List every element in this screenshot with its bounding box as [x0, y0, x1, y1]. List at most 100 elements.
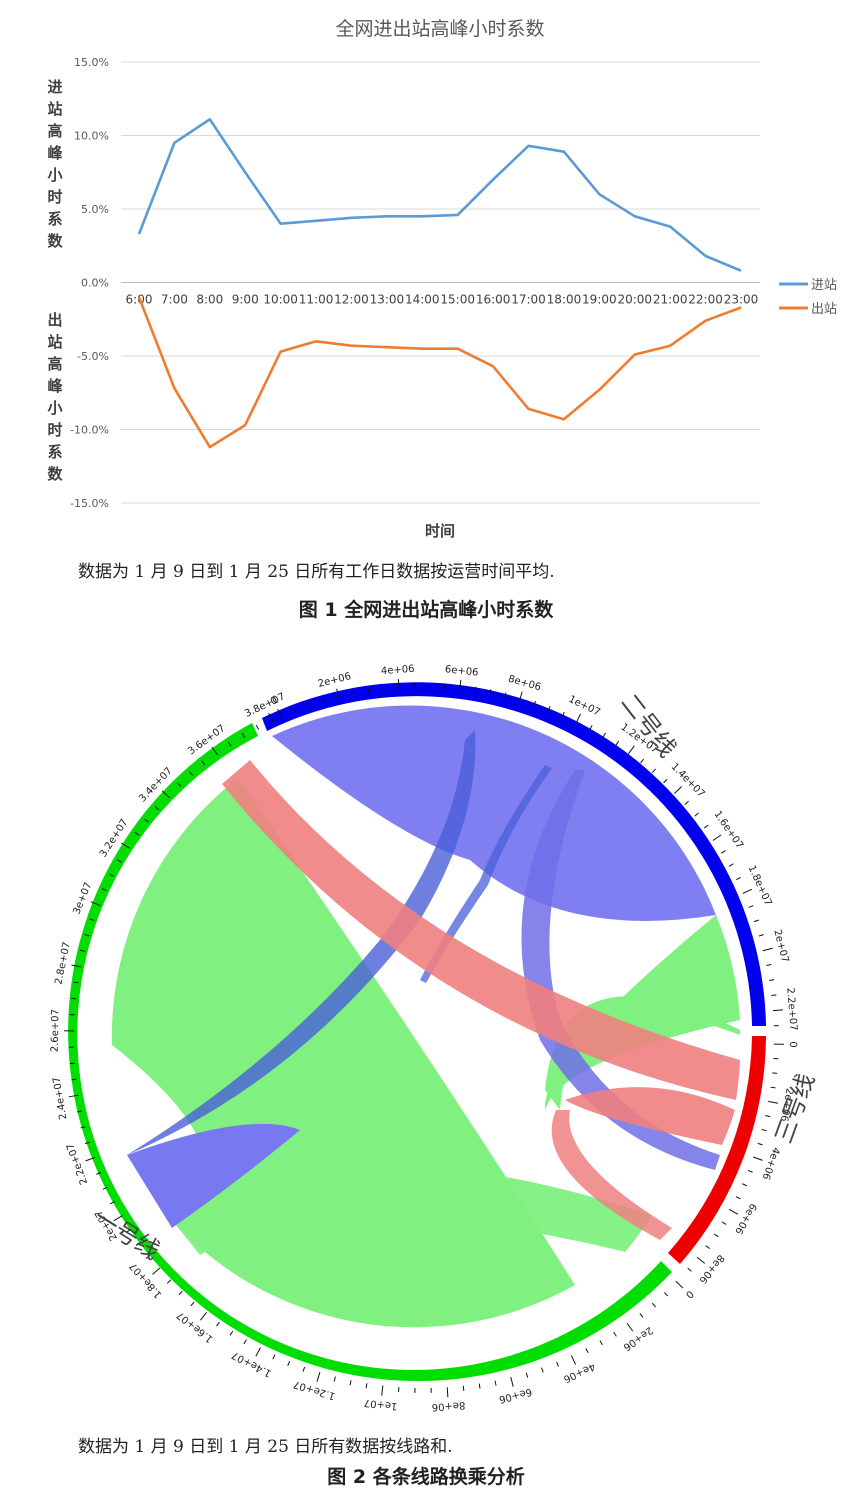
- tick-mark: [381, 1385, 384, 1396]
- y-tick-label: 0.0%: [81, 277, 109, 290]
- tick-mark: [684, 800, 689, 805]
- tick-label: 2e+07: [771, 928, 790, 963]
- arc-line1: [68, 723, 672, 1382]
- x-axis-label: 时间: [425, 522, 455, 540]
- tick-mark: [474, 686, 477, 692]
- tick-mark: [176, 782, 182, 787]
- tick-label: 2.6e+07: [50, 1009, 62, 1052]
- tick-mark: [349, 1380, 352, 1386]
- tick-mark: [255, 1347, 261, 1357]
- tick-label: 1.2e+07: [292, 1378, 336, 1401]
- tick-mark: [302, 1366, 306, 1372]
- arc-line3: [668, 1036, 766, 1264]
- tick-label: 1.6e+07: [712, 809, 745, 851]
- tick-mark: [272, 1354, 276, 1360]
- tick-mark: [277, 708, 283, 719]
- figure1-caption: 图 1 全网进出站高峰小时系数: [298, 599, 554, 621]
- tick-marks: [64, 678, 784, 1398]
- tick-mark: [728, 1208, 739, 1215]
- y-axis-label-char: 系: [47, 210, 62, 228]
- tick-mark: [525, 1372, 529, 1378]
- tick-mark: [651, 768, 656, 774]
- tick-mark: [762, 947, 773, 952]
- tick-label: 1e+07: [567, 694, 602, 719]
- tick-label: 4e+06: [381, 664, 415, 677]
- tick-mark: [116, 859, 122, 863]
- tick-label: 2e+06: [621, 1324, 655, 1352]
- tick-mark: [747, 1169, 753, 1173]
- y-axis-label-char: 小: [47, 166, 62, 184]
- x-tick-label: 14:00: [405, 293, 440, 307]
- y-tick-label: 5.0%: [81, 203, 109, 216]
- tick-mark: [268, 713, 274, 723]
- tick-mark: [200, 1311, 208, 1321]
- y-axis-label-char: 峰: [47, 377, 63, 395]
- ribbon-line2-self: [272, 705, 716, 921]
- tick-mark: [770, 1086, 776, 1089]
- tick-mark: [336, 688, 340, 699]
- tick-mark: [287, 1360, 291, 1366]
- y-axis-label-char: 高: [47, 355, 62, 373]
- tick-mark: [89, 918, 95, 922]
- y-axis-label-bottom: 出站高峰小时系数: [47, 311, 63, 483]
- tick-mark: [752, 1156, 763, 1161]
- tick-mark: [748, 905, 754, 908]
- tick-mark: [307, 702, 311, 708]
- ribbon-line2-thin: [420, 765, 552, 983]
- x-tick-label: 11:00: [299, 293, 334, 307]
- gridlines: [121, 61, 760, 504]
- tick-mark: [570, 1355, 577, 1365]
- y-axis-label-char: 数: [47, 465, 63, 483]
- tick-mark: [145, 1255, 151, 1259]
- tick-mark: [73, 981, 79, 984]
- tick-mark: [333, 1376, 336, 1382]
- tick-label: 0: [683, 1288, 695, 1300]
- tick-mark: [772, 1009, 783, 1012]
- tick-mark: [674, 786, 682, 794]
- tick-mark: [533, 700, 537, 706]
- tick-mark: [696, 1256, 706, 1264]
- tick-mark: [178, 1290, 183, 1296]
- tick-mark: [478, 1383, 481, 1389]
- tick-label: 1.6e+07: [175, 1309, 216, 1344]
- tick-mark: [135, 1242, 141, 1246]
- tick-mark: [615, 740, 620, 746]
- x-tick-label: 9:00: [232, 293, 259, 307]
- tick-mark: [462, 1385, 465, 1391]
- x-tick-label: 12:00: [334, 293, 369, 307]
- tick-mark: [397, 678, 400, 689]
- tick-mark: [352, 690, 355, 696]
- tick-mark: [758, 934, 764, 937]
- tick-mark: [316, 1372, 321, 1382]
- ribbon-line3-loop: [551, 1110, 672, 1240]
- tick-label: 2.8e+07: [53, 941, 73, 986]
- tick-label: 6e+06: [444, 664, 479, 678]
- tick-mark: [599, 1340, 603, 1346]
- tick-mark: [166, 1279, 172, 1284]
- ribbon-line2-to-line1-tail: [127, 1123, 300, 1228]
- y-tick-label: -5.0%: [77, 350, 109, 363]
- x-tick-label: 22:00: [688, 293, 723, 307]
- y-axis-label-char: 时: [47, 188, 62, 206]
- tick-mark: [494, 1380, 497, 1386]
- tick-label: 1e+07: [363, 1397, 398, 1412]
- tick-mark: [766, 963, 772, 967]
- ribbon-line3-self: [565, 1087, 735, 1145]
- x-tick-label: 21:00: [653, 293, 688, 307]
- tick-mark: [735, 1196, 741, 1200]
- x-tick-label: 23:00: [724, 293, 759, 307]
- tick-label: 1.4e+07: [669, 761, 707, 800]
- tick-mark: [757, 1142, 763, 1146]
- legend-label: 进站: [811, 278, 837, 293]
- x-tick-label: 18:00: [547, 293, 582, 307]
- tick-label: 2.2e+07: [65, 1142, 90, 1186]
- tick-mark: [510, 1376, 514, 1387]
- tick-label: 0: [269, 695, 279, 708]
- y-axis-label-char: 高: [47, 122, 62, 140]
- figure1-line-chart: 全网进出站高峰小时系数 15.0% 10.0% 5.0% 0.0% -5.0% -10.0…: [47, 18, 837, 540]
- tick-mark: [382, 685, 385, 691]
- tick-mark: [71, 964, 82, 968]
- tick-label: 2e+06: [317, 671, 352, 690]
